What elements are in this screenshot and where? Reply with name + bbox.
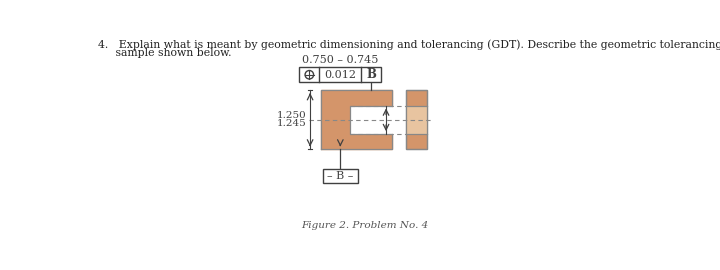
Bar (323, 170, 358, 183)
Text: – B –: – B – (327, 171, 354, 181)
Text: 1.250: 1.250 (277, 112, 307, 120)
Bar (406, 90, 427, 149)
Text: 0.012: 0.012 (324, 70, 356, 80)
Bar (350, 106, 392, 134)
Text: sample shown below.: sample shown below. (98, 48, 231, 58)
Bar (300, 67, 382, 82)
Bar (406, 90, 427, 149)
Text: B: B (366, 68, 377, 81)
Text: 4.   Explain what is meant by geometric dimensioning and tolerancing (GDT). Desc: 4. Explain what is meant by geometric di… (98, 39, 720, 50)
Text: 0.750 – 0.745: 0.750 – 0.745 (302, 55, 379, 65)
Bar (406, 106, 427, 134)
Text: 1.245: 1.245 (277, 119, 307, 128)
Polygon shape (321, 90, 392, 149)
Text: Figure 2. Problem No. 4: Figure 2. Problem No. 4 (302, 221, 428, 229)
